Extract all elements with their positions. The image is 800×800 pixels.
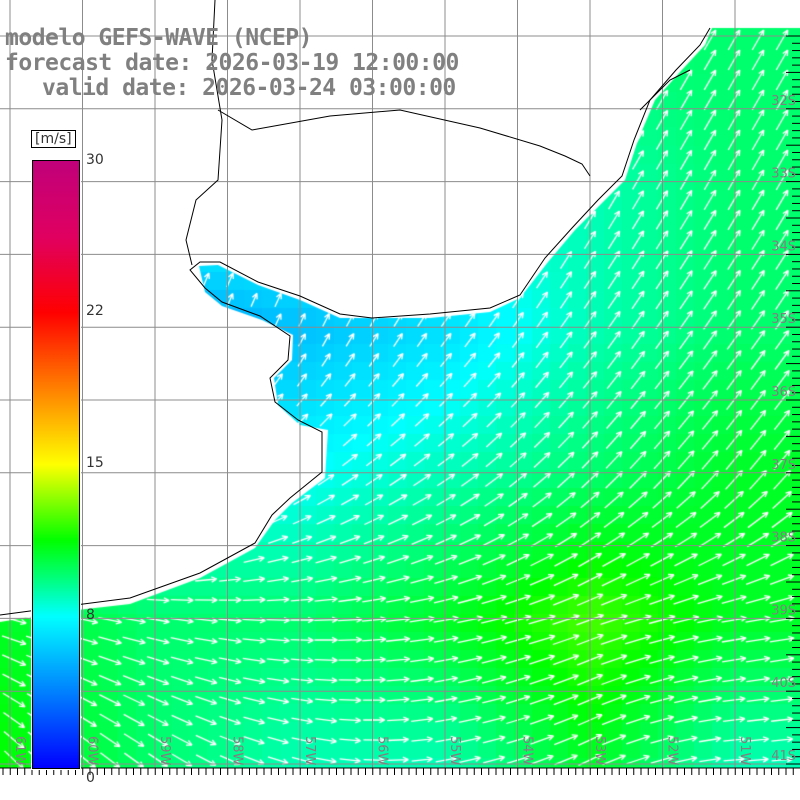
colorbar-label: 8	[86, 607, 95, 623]
latitude-label: 40S	[771, 676, 796, 691]
border-line	[217, 109, 591, 177]
border-line	[185, 0, 223, 266]
longitude-label: 59W	[157, 736, 172, 766]
latitude-label: 36S	[771, 385, 796, 400]
model-title: modelo GEFS-WAVE (NCEP)	[5, 25, 313, 51]
colorbar	[31, 159, 81, 770]
longitude-label: 57W	[302, 736, 317, 766]
coastline	[0, 27, 711, 616]
longitude-label: 51W	[737, 736, 752, 766]
colorbar-unit: [m/s]	[31, 130, 76, 148]
latitude-label: 37S	[771, 458, 796, 473]
longitude-label: 53W	[592, 736, 607, 766]
longitude-label: 54W	[520, 736, 535, 766]
longitude-label: 55W	[447, 736, 462, 766]
latitude-label: 35S	[771, 312, 796, 327]
border-line	[639, 69, 691, 111]
colorbar-label: 30	[86, 152, 104, 168]
latitude-label: 38S	[771, 531, 796, 546]
latitude-label: 34S	[771, 239, 796, 254]
longitude-label: 58W	[230, 736, 245, 766]
forecast-date: forecast date: 2026-03-19 12:00:00	[5, 50, 459, 76]
colorbar-label: 0	[86, 770, 95, 786]
colorbar-label: 22	[86, 303, 104, 319]
longitude-label: 52W	[665, 736, 680, 766]
longitude-label: 61W	[12, 736, 27, 766]
longitude-label: 56W	[375, 736, 390, 766]
valid-date: valid date: 2026-03-24 03:00:00	[42, 75, 456, 101]
longitude-label: 60W	[85, 736, 100, 766]
latitude-label: 32S	[771, 94, 796, 109]
latitude-label: 41S	[771, 749, 796, 764]
latitude-label: 33S	[771, 167, 796, 182]
colorbar-label: 15	[86, 455, 104, 471]
latitude-label: 39S	[771, 603, 796, 618]
